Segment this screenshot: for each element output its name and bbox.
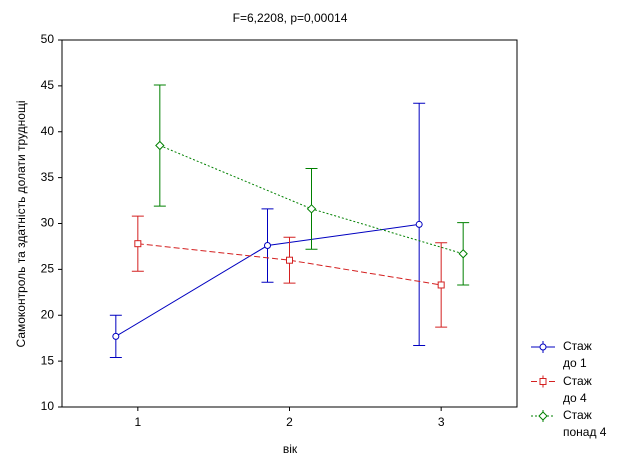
point [134, 240, 142, 248]
y-tick-label: 40 [41, 124, 55, 138]
legend-label: Стаж до 1 [563, 339, 592, 370]
y-tick-label: 20 [41, 307, 55, 321]
x-tick-label: 3 [438, 415, 445, 429]
y-axis-label: Самоконтроль та здатність долати труднощ… [14, 101, 28, 348]
legend-label: Стаж понад 4 [563, 408, 607, 439]
y-tick-label: 25 [41, 262, 55, 276]
y-tick-label: 30 [41, 216, 55, 230]
y-tick-label: 50 [41, 32, 55, 46]
point [458, 249, 468, 259]
legend-marker [539, 378, 547, 385]
legend-marker [538, 411, 548, 421]
series-line [137, 243, 442, 286]
x-axis-label: вік [283, 442, 298, 456]
chart-title: F=6,2208, p=0,00014 [233, 11, 348, 25]
plot-frame [61, 39, 518, 408]
x-tick-label: 1 [134, 415, 141, 429]
point [306, 204, 317, 214]
y-tick-label: 15 [41, 353, 55, 367]
point [264, 242, 271, 250]
legend-label: Стаж до 4 [563, 373, 592, 405]
y-tick-label: 10 [41, 399, 55, 413]
point [415, 220, 423, 228]
point [437, 281, 445, 289]
legend-marker [539, 343, 547, 351]
y-tick-label: 45 [41, 78, 55, 92]
point [286, 256, 293, 264]
point [155, 140, 165, 151]
y-tick-label: 35 [41, 170, 55, 184]
point [112, 332, 120, 340]
x-tick-label: 2 [286, 415, 293, 429]
